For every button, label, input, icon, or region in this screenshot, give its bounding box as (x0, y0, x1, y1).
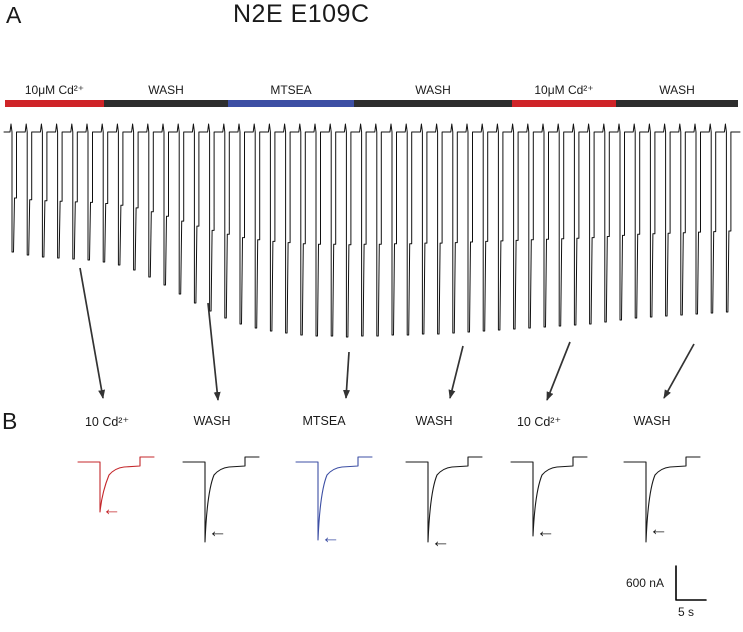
condition-bar-5 (616, 100, 738, 107)
expanded-trace-5 (623, 456, 701, 543)
figure-title: N2E E109C (233, 0, 370, 28)
time-scale-label: 5 s (678, 605, 695, 619)
expanded-trace-0 (77, 456, 155, 513)
panel-b-letter: B (2, 408, 18, 434)
tail-current-arrow-icon-4: ← (536, 521, 555, 542)
expanded-trace-label-0: 10 Cd²⁺ (84, 415, 130, 429)
condition-label-1: WASH (148, 83, 184, 97)
expanded-trace-label-2: MTSEA (302, 414, 346, 428)
expanded-trace-1 (182, 456, 260, 543)
expanded-trace-label-1: WASH (193, 414, 231, 428)
condition-bar-1 (104, 100, 228, 107)
expanded-trace-label-5: WASH (633, 414, 671, 428)
tail-current-arrow-icon-1: ← (208, 521, 227, 542)
tail-current-arrow-icon-3: ← (431, 531, 450, 552)
tail-current-arrow-icon-5: ← (649, 519, 668, 540)
main-current-trace (3, 123, 741, 338)
panel-a-letter: A (6, 2, 22, 28)
expanded-trace-2 (295, 456, 373, 541)
expanded-trace-label-3: WASH (415, 414, 453, 428)
condition-bar-0 (5, 100, 104, 107)
current-scale-label: 600 nA (625, 576, 664, 590)
tail-current-arrow-icon-2: ← (321, 527, 340, 548)
pointer-arrow-2 (343, 351, 351, 399)
expanded-trace-3 (405, 456, 483, 543)
condition-label-2: MTSEA (270, 83, 312, 97)
condition-label-4: 10μM Cd²⁺ (534, 83, 594, 97)
condition-label-0: 10μM Cd²⁺ (24, 83, 85, 97)
pointer-arrow-1 (207, 302, 221, 401)
expanded-trace-label-4: 10 Cd²⁺ (516, 415, 562, 429)
pointer-arrow-5 (663, 343, 695, 399)
pointer-arrow-3 (448, 345, 464, 399)
condition-bar-4 (512, 100, 616, 107)
pointer-arrow-0 (79, 267, 106, 399)
condition-bar-2 (228, 100, 354, 107)
scale-bars (675, 565, 707, 601)
pointer-arrow-4 (546, 341, 571, 401)
expanded-trace-4 (510, 456, 588, 537)
tail-current-arrow-icon-0: ← (102, 499, 121, 520)
condition-label-3: WASH (415, 83, 451, 97)
condition-bar-3 (354, 100, 512, 107)
condition-label-5: WASH (659, 83, 695, 97)
